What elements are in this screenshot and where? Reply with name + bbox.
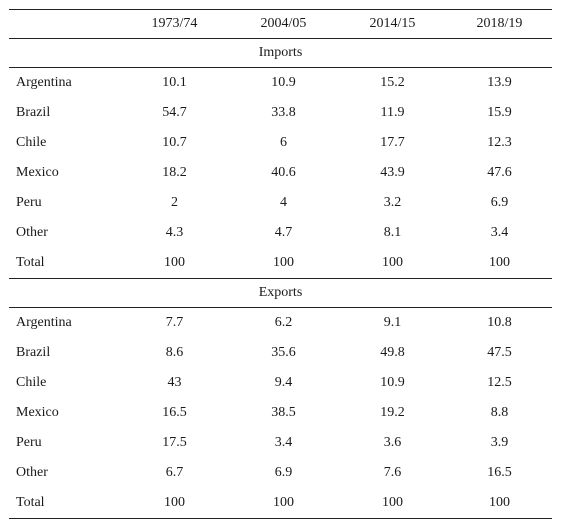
- table-cell: 100: [447, 248, 552, 279]
- table-cell: 13.9: [487, 75, 512, 90]
- table-cell: 100: [229, 248, 338, 279]
- table-cell: 49.8: [380, 345, 405, 360]
- table-cell: 3.2: [383, 195, 402, 210]
- table-cell: 43: [167, 375, 182, 390]
- table-cell: 6: [280, 135, 287, 150]
- table-cell: 33.8: [271, 105, 296, 120]
- table-cell: 6.7: [165, 465, 184, 480]
- table-cell: 54.7: [162, 105, 187, 120]
- table-cell: 43.9: [380, 165, 405, 180]
- header-cell-2018-19: 2018/19: [447, 9, 552, 39]
- table-row: Mexico 16.5 38.5 19.2 8.8: [9, 398, 552, 428]
- table-cell: 3.4: [490, 225, 509, 240]
- table-cell: 47.6: [487, 165, 512, 180]
- table-cell: 7.7: [165, 315, 184, 330]
- row-label: Total: [9, 248, 120, 279]
- table-cell: 17.7: [380, 135, 405, 150]
- section-header-imports: Imports: [9, 38, 552, 68]
- table-cell: 4: [280, 195, 287, 210]
- row-label: Mexico: [16, 405, 59, 420]
- table-cell: 3.6: [383, 435, 402, 450]
- table-cell: 38.5: [271, 405, 296, 420]
- table-cell: 40.6: [271, 165, 296, 180]
- table-cell: 100: [120, 248, 229, 279]
- table-cell: 10.1: [162, 75, 187, 90]
- row-label: Total: [9, 488, 120, 519]
- table-row: Other 6.7 6.9 7.6 16.5: [9, 458, 552, 488]
- table-row-total: Total 100 100 100 100: [9, 248, 552, 279]
- table-cell: 2: [171, 195, 178, 210]
- header-cell-2014-15: 2014/15: [338, 9, 447, 39]
- table-cell: 35.6: [271, 345, 296, 360]
- row-label: Other: [16, 465, 48, 480]
- section-title: Exports: [9, 278, 552, 308]
- table-cell: 6.2: [274, 315, 293, 330]
- table-cell: 4.7: [274, 225, 293, 240]
- row-label: Other: [16, 225, 48, 240]
- header-cell-2004-05: 2004/05: [229, 9, 338, 39]
- table-cell: 18.2: [162, 165, 187, 180]
- table-row: Chile 10.7 6 17.7 12.3: [9, 128, 552, 158]
- table-cell: 9.4: [274, 375, 293, 390]
- table-row: Brazil 8.6 35.6 49.8 47.5: [9, 338, 552, 368]
- table-cell: 8.6: [165, 345, 184, 360]
- table-cell: 100: [447, 488, 552, 519]
- row-label: Peru: [16, 195, 42, 210]
- trade-share-table: 1973/74 2004/05 2014/15 2018/19 Imports …: [9, 9, 552, 519]
- table-cell: 8.1: [383, 225, 402, 240]
- table-cell: 12.3: [487, 135, 512, 150]
- row-label: Argentina: [16, 75, 72, 90]
- row-label: Chile: [16, 375, 47, 390]
- row-label: Chile: [16, 135, 47, 150]
- table-cell: 3.9: [490, 435, 509, 450]
- row-label: Brazil: [16, 105, 51, 120]
- table-cell: 6.9: [490, 195, 509, 210]
- row-label: Argentina: [16, 315, 72, 330]
- table-cell: 9.1: [383, 315, 402, 330]
- table-row: Chile 43 9.4 10.9 12.5: [9, 368, 552, 398]
- table-row: Peru 17.5 3.4 3.6 3.9: [9, 428, 552, 458]
- table-cell: 7.6: [383, 465, 402, 480]
- header-cell-1973-74: 1973/74: [120, 9, 229, 39]
- header-cell-country: [9, 9, 120, 39]
- table-cell: 100: [338, 488, 447, 519]
- table-cell: 4.3: [165, 225, 184, 240]
- section-header-exports: Exports: [9, 278, 552, 308]
- table-cell: 11.9: [380, 105, 405, 120]
- table-cell: 47.5: [487, 345, 512, 360]
- table-row: Other 4.3 4.7 8.1 3.4: [9, 218, 552, 248]
- table-cell: 100: [229, 488, 338, 519]
- table-cell: 10.9: [271, 75, 296, 90]
- table-cell: 8.8: [490, 405, 509, 420]
- table-row: Argentina 7.7 6.2 9.1 10.8: [9, 308, 552, 339]
- table-cell: 19.2: [380, 405, 405, 420]
- table-cell: 100: [338, 248, 447, 279]
- table-cell: 3.4: [274, 435, 293, 450]
- header-row: 1973/74 2004/05 2014/15 2018/19: [9, 9, 552, 39]
- table-cell: 17.5: [162, 435, 187, 450]
- table-cell: 16.5: [162, 405, 187, 420]
- table-cell: 15.2: [380, 75, 405, 90]
- table-row: Argentina 10.1 10.9 15.2 13.9: [9, 68, 552, 99]
- table-cell: 100: [120, 488, 229, 519]
- table-cell: 10.9: [380, 375, 405, 390]
- table-cell: 10.8: [487, 315, 512, 330]
- row-label: Brazil: [16, 345, 51, 360]
- table-cell: 10.7: [162, 135, 187, 150]
- table-row: Mexico 18.2 40.6 43.9 47.6: [9, 158, 552, 188]
- table-row-total: Total 100 100 100 100: [9, 488, 552, 519]
- table-cell: 6.9: [274, 465, 293, 480]
- section-title: Imports: [9, 38, 552, 68]
- row-label: Peru: [16, 435, 42, 450]
- row-label: Mexico: [16, 165, 59, 180]
- table-row: Brazil 54.7 33.8 11.9 15.9: [9, 98, 552, 128]
- table-cell: 15.9: [487, 105, 512, 120]
- table-row: Peru 2 4 3.2 6.9: [9, 188, 552, 218]
- table-cell: 12.5: [487, 375, 512, 390]
- table-cell: 16.5: [487, 465, 512, 480]
